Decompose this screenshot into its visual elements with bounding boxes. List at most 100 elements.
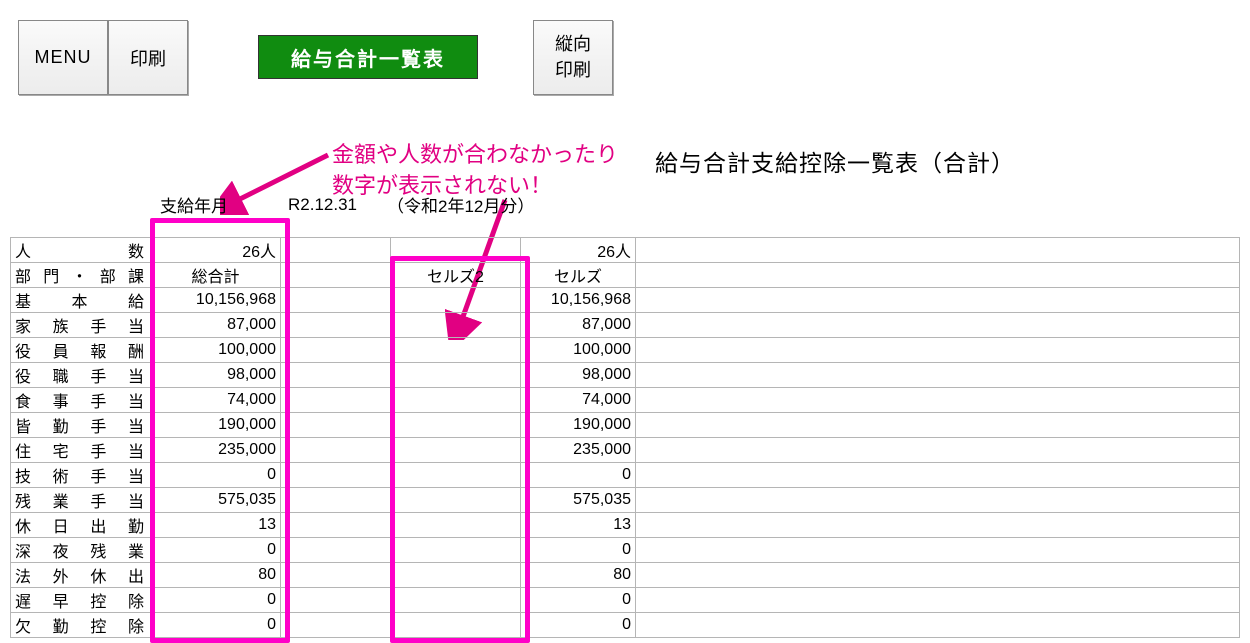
row-label[interactable]: 休日出勤 xyxy=(11,513,151,538)
cell-rest[interactable] xyxy=(636,563,1240,588)
cell-blank[interactable] xyxy=(281,288,391,313)
vertical-print-button[interactable]: 縦向 印刷 xyxy=(533,20,613,95)
table-row[interactable]: 人数26人26人 xyxy=(11,238,1240,263)
cell-rest[interactable] xyxy=(636,363,1240,388)
cell-cells[interactable]: 0 xyxy=(521,538,636,563)
salary-summary-button[interactable]: 給与合計一覧表 xyxy=(258,35,478,79)
table-row[interactable]: 家族手当87,00087,000 xyxy=(11,313,1240,338)
table-row[interactable]: 深夜残業00 xyxy=(11,538,1240,563)
cell-cells[interactable]: 0 xyxy=(521,588,636,613)
cell-blank[interactable] xyxy=(281,538,391,563)
table-row[interactable]: 休日出勤1313 xyxy=(11,513,1240,538)
cell-total[interactable]: 26人 xyxy=(151,238,281,263)
cell-cells[interactable]: セルズ xyxy=(521,263,636,288)
cell-blank[interactable] xyxy=(281,588,391,613)
cell-blank[interactable] xyxy=(281,338,391,363)
table-row[interactable]: 欠勤控除00 xyxy=(11,613,1240,638)
cell-cells[interactable]: 74,000 xyxy=(521,388,636,413)
cell-cells[interactable]: 235,000 xyxy=(521,438,636,463)
cell-cells2[interactable] xyxy=(391,413,521,438)
cell-rest[interactable] xyxy=(636,488,1240,513)
cell-blank[interactable] xyxy=(281,238,391,263)
cell-blank[interactable] xyxy=(281,363,391,388)
cell-cells2[interactable] xyxy=(391,288,521,313)
cell-cells2[interactable] xyxy=(391,463,521,488)
row-label[interactable]: 役職手当 xyxy=(11,363,151,388)
cell-cells2[interactable] xyxy=(391,488,521,513)
row-label[interactable]: 技術手当 xyxy=(11,463,151,488)
cell-cells[interactable]: 26人 xyxy=(521,238,636,263)
cell-rest[interactable] xyxy=(636,288,1240,313)
row-label[interactable]: 残業手当 xyxy=(11,488,151,513)
cell-cells2[interactable] xyxy=(391,438,521,463)
row-label[interactable]: 部門・部課 xyxy=(11,263,151,288)
cell-rest[interactable] xyxy=(636,388,1240,413)
row-label[interactable]: 家族手当 xyxy=(11,313,151,338)
table-row[interactable]: 皆勤手当190,000190,000 xyxy=(11,413,1240,438)
cell-total[interactable]: 100,000 xyxy=(151,338,281,363)
row-label[interactable]: 基本給 xyxy=(11,288,151,313)
cell-total[interactable]: 総合計 xyxy=(151,263,281,288)
cell-total[interactable]: 0 xyxy=(151,588,281,613)
row-label[interactable]: 法外休出 xyxy=(11,563,151,588)
cell-cells2[interactable] xyxy=(391,388,521,413)
cell-total[interactable]: 98,000 xyxy=(151,363,281,388)
cell-total[interactable]: 0 xyxy=(151,613,281,638)
cell-cells2[interactable] xyxy=(391,563,521,588)
row-label[interactable]: 食事手当 xyxy=(11,388,151,413)
cell-total[interactable]: 235,000 xyxy=(151,438,281,463)
cell-cells2[interactable] xyxy=(391,613,521,638)
cell-cells2[interactable] xyxy=(391,513,521,538)
cell-total[interactable]: 80 xyxy=(151,563,281,588)
cell-rest[interactable] xyxy=(636,538,1240,563)
cell-rest[interactable] xyxy=(636,613,1240,638)
row-label[interactable]: 欠勤控除 xyxy=(11,613,151,638)
cell-blank[interactable] xyxy=(281,613,391,638)
row-label[interactable]: 役員報酬 xyxy=(11,338,151,363)
table-row[interactable]: 法外休出8080 xyxy=(11,563,1240,588)
cell-blank[interactable] xyxy=(281,563,391,588)
cell-cells[interactable]: 13 xyxy=(521,513,636,538)
cell-total[interactable]: 0 xyxy=(151,463,281,488)
cell-cells[interactable]: 575,035 xyxy=(521,488,636,513)
cell-rest[interactable] xyxy=(636,438,1240,463)
cell-blank[interactable] xyxy=(281,438,391,463)
row-label[interactable]: 深夜残業 xyxy=(11,538,151,563)
table-row[interactable]: 住宅手当235,000235,000 xyxy=(11,438,1240,463)
menu-button[interactable]: MENU xyxy=(18,20,108,95)
cell-blank[interactable] xyxy=(281,313,391,338)
cell-blank[interactable] xyxy=(281,413,391,438)
row-label[interactable]: 皆勤手当 xyxy=(11,413,151,438)
cell-rest[interactable] xyxy=(636,513,1240,538)
cell-rest[interactable] xyxy=(636,338,1240,363)
cell-rest[interactable] xyxy=(636,413,1240,438)
row-label[interactable]: 住宅手当 xyxy=(11,438,151,463)
cell-cells[interactable]: 98,000 xyxy=(521,363,636,388)
cell-rest[interactable] xyxy=(636,588,1240,613)
cell-cells2[interactable] xyxy=(391,538,521,563)
cell-rest[interactable] xyxy=(636,463,1240,488)
table-row[interactable]: 役員報酬100,000100,000 xyxy=(11,338,1240,363)
cell-cells2[interactable] xyxy=(391,338,521,363)
cell-total[interactable]: 10,156,968 xyxy=(151,288,281,313)
table-row[interactable]: 食事手当74,00074,000 xyxy=(11,388,1240,413)
cell-cells2[interactable] xyxy=(391,313,521,338)
cell-cells[interactable]: 0 xyxy=(521,613,636,638)
cell-cells[interactable]: 0 xyxy=(521,463,636,488)
cell-cells2[interactable] xyxy=(391,363,521,388)
cell-blank[interactable] xyxy=(281,388,391,413)
cell-total[interactable]: 87,000 xyxy=(151,313,281,338)
table-row[interactable]: 部門・部課総合計 セルズ2セルズ xyxy=(11,263,1240,288)
row-label[interactable]: 遅早控除 xyxy=(11,588,151,613)
cell-rest[interactable] xyxy=(636,313,1240,338)
table-row[interactable]: 役職手当98,00098,000 xyxy=(11,363,1240,388)
print-button[interactable]: 印刷 xyxy=(108,20,188,95)
cell-blank[interactable] xyxy=(281,263,391,288)
table-row[interactable]: 遅早控除00 xyxy=(11,588,1240,613)
row-label[interactable]: 人数 xyxy=(11,238,151,263)
cell-cells[interactable]: 190,000 xyxy=(521,413,636,438)
cell-cells2[interactable] xyxy=(391,238,521,263)
cell-cells2[interactable]: セルズ2 xyxy=(391,263,521,288)
cell-total[interactable]: 575,035 xyxy=(151,488,281,513)
cell-total[interactable]: 13 xyxy=(151,513,281,538)
